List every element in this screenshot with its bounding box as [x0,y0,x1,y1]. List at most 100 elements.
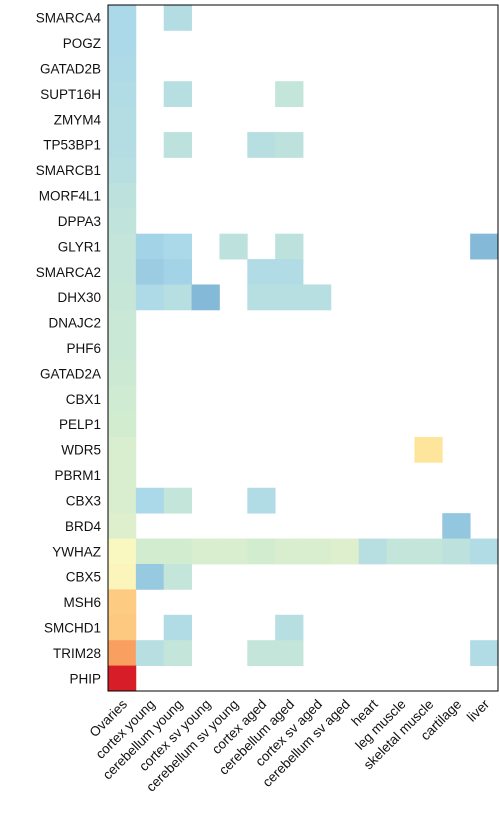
heatmap-cell [108,614,137,641]
heatmap-cell [108,208,137,235]
heatmap-cell [163,81,192,108]
heatmap-cell [108,436,137,463]
row-label: PBRM1 [54,468,101,483]
row-label: MSH6 [63,595,101,610]
heatmap-cell [108,182,137,209]
row-label: PHF6 [66,341,101,356]
heatmap-cell [163,132,192,158]
heatmap-cell [219,538,248,565]
heatmap-cell [108,589,137,616]
row-label: TP53BP1 [43,138,101,153]
heatmap-cell [191,284,220,311]
row-label: MORF4L1 [39,189,101,204]
heatmap-cell [108,106,137,133]
heatmap-cell [247,640,276,666]
row-label: TRIM28 [53,646,101,661]
row-label: SMARCA2 [36,265,101,280]
heatmap-cell [414,538,443,565]
heatmap-cell [163,259,192,285]
heatmap-cell [163,538,192,565]
heatmap-cell [303,284,332,311]
heatmap-cell [191,538,220,565]
heatmap-cell [108,538,137,565]
heatmap-cell [108,132,137,158]
heatmap-cell [108,335,137,362]
heatmap-cell [108,360,137,387]
heatmap-cell [247,132,276,158]
heatmap-cell [163,487,192,514]
row-label: SUPT16H [40,87,101,102]
heatmap-cell [108,640,137,666]
row-label: SMARCB1 [36,163,101,178]
column-label: liver [464,696,492,724]
heatmap-cells [108,5,499,692]
heatmap-cell [135,563,165,590]
heatmap-cell [108,386,137,412]
heatmap-cell [163,5,192,31]
row-label: POGZ [63,36,101,51]
heatmap-cell [358,538,387,565]
row-labels: SMARCA4 POGZ GATAD2B SUPT16H ZMYM4 TP53BP1 SMA… [36,11,102,687]
row-label: DPPA3 [58,214,101,229]
heatmap-cell [108,30,137,57]
heatmap-cell [275,259,304,285]
heatmap-cell [219,233,248,260]
row-label: DHX30 [57,290,101,305]
heatmap-cell [108,233,137,260]
row-label: YWHAZ [52,544,101,559]
row-label: GLYR1 [58,239,101,254]
heatmap-cell [108,157,137,184]
heatmap-cell [135,487,165,514]
heatmap-cell [108,309,137,336]
row-label: DNAJC2 [48,316,101,331]
heatmap-cell [275,132,304,158]
heatmap-cell [135,233,165,260]
row-label: CBX5 [66,570,101,585]
heatmap-cell [108,284,137,311]
heatmap-cell [163,563,192,590]
heatmap-cell [135,640,165,666]
heatmap-cell [275,640,304,666]
heatmap-cell [247,259,276,285]
heatmap-cell [108,513,137,539]
heatmap-cell [330,538,360,565]
heatmap-cell [275,284,304,311]
heatmap-cell [135,259,165,285]
row-label: BRD4 [65,519,102,534]
heatmap-cell [108,462,137,489]
heatmap-cell [470,233,499,260]
heatmap-cell [108,81,137,108]
heatmap-cell [135,284,165,311]
row-label: SMARCA4 [36,11,102,26]
heatmap-cell [247,487,276,514]
row-label: SMCHD1 [44,620,101,635]
heatmap-cell [108,411,137,438]
row-label: CBX1 [66,392,101,407]
heatmap-cell [135,538,165,565]
heatmap-cell [414,436,443,463]
row-label: WDR5 [61,443,101,458]
heatmap-cell [275,81,304,108]
heatmap-cell [247,284,276,311]
heatmap-cell [108,487,137,514]
row-label: GATAD2B [40,62,101,77]
heatmap-cell [470,640,499,666]
row-label: PHIP [69,671,101,686]
heatmap-cell [163,284,192,311]
plot-frame [107,4,499,692]
row-label: PELP1 [59,417,101,432]
heatmap-cell [108,563,137,590]
heatmap-cell [163,233,192,260]
heatmap-cell [163,640,192,666]
row-label: GATAD2A [40,366,101,381]
heatmap-cell [275,233,304,260]
heatmap-cell [386,538,415,565]
heatmap-cell [470,538,499,565]
heatmap-cell [442,513,471,539]
row-label: CBX3 [66,493,101,508]
heatmap-cell [163,614,192,641]
heatmap-cell [108,55,137,82]
heatmap-cell [275,538,304,565]
